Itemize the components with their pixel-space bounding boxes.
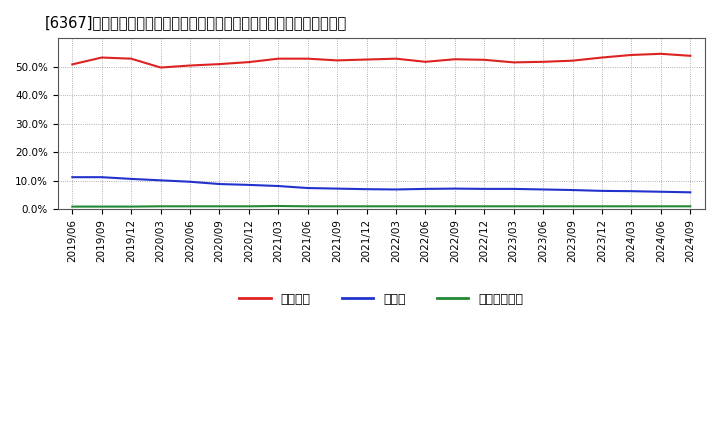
のれん: [627, 188, 636, 194]
繰延税金資産: [686, 204, 695, 209]
のれん: [392, 187, 400, 192]
自己資本: [627, 52, 636, 58]
自己資本: [686, 53, 695, 59]
自己資本: [303, 56, 312, 61]
のれん: [686, 190, 695, 195]
のれん: [480, 186, 489, 191]
繰延税金資産: [333, 204, 341, 209]
繰延税金資産: [598, 204, 606, 209]
繰延税金資産: [568, 204, 577, 209]
のれん: [156, 178, 165, 183]
繰延税金資産: [186, 204, 194, 209]
自己資本: [421, 59, 430, 64]
繰延税金資産: [362, 204, 371, 209]
のれん: [186, 179, 194, 184]
自己資本: [333, 58, 341, 63]
自己資本: [568, 58, 577, 63]
繰延税金資産: [127, 204, 135, 209]
自己資本: [127, 56, 135, 61]
自己資本: [156, 65, 165, 70]
のれん: [245, 182, 253, 187]
自己資本: [97, 55, 106, 60]
繰延税金資産: [539, 204, 547, 209]
繰延税金資産: [68, 204, 76, 209]
のれん: [303, 185, 312, 191]
自己資本: [274, 56, 283, 61]
自己資本: [539, 59, 547, 64]
繰延税金資産: [156, 204, 165, 209]
自己資本: [186, 63, 194, 68]
のれん: [598, 188, 606, 194]
繰延税金資産: [392, 204, 400, 209]
のれん: [510, 186, 518, 191]
のれん: [97, 175, 106, 180]
自己資本: [362, 57, 371, 62]
Legend: 自己資本, のれん, 繰延税金資産: 自己資本, のれん, 繰延税金資産: [235, 288, 528, 311]
繰延税金資産: [97, 204, 106, 209]
繰延税金資産: [421, 204, 430, 209]
Line: 自己資本: 自己資本: [72, 54, 690, 67]
自己資本: [451, 57, 459, 62]
自己資本: [215, 62, 224, 67]
繰延税金資産: [303, 204, 312, 209]
繰延税金資産: [274, 203, 283, 209]
Text: [6367]　自己資本、のれん、繰延税金資産の総資産に対する比率の推移: [6367] 自己資本、のれん、繰延税金資産の総資産に対する比率の推移: [45, 15, 347, 30]
繰延税金資産: [215, 204, 224, 209]
繰延税金資産: [245, 204, 253, 209]
のれん: [215, 181, 224, 187]
繰延税金資産: [451, 204, 459, 209]
のれん: [657, 189, 665, 194]
自己資本: [598, 55, 606, 60]
自己資本: [68, 62, 76, 67]
繰延税金資産: [627, 204, 636, 209]
繰延税金資産: [657, 204, 665, 209]
自己資本: [510, 60, 518, 65]
自己資本: [392, 56, 400, 61]
繰延税金資産: [510, 204, 518, 209]
のれん: [333, 186, 341, 191]
自己資本: [480, 57, 489, 62]
のれん: [274, 183, 283, 189]
自己資本: [657, 51, 665, 56]
のれん: [568, 187, 577, 193]
のれん: [421, 186, 430, 191]
のれん: [539, 187, 547, 192]
のれん: [451, 186, 459, 191]
のれん: [362, 187, 371, 192]
のれん: [68, 175, 76, 180]
自己資本: [245, 59, 253, 65]
Line: のれん: のれん: [72, 177, 690, 192]
Line: 繰延税金資産: 繰延税金資産: [72, 206, 690, 207]
繰延税金資産: [480, 204, 489, 209]
のれん: [127, 176, 135, 182]
